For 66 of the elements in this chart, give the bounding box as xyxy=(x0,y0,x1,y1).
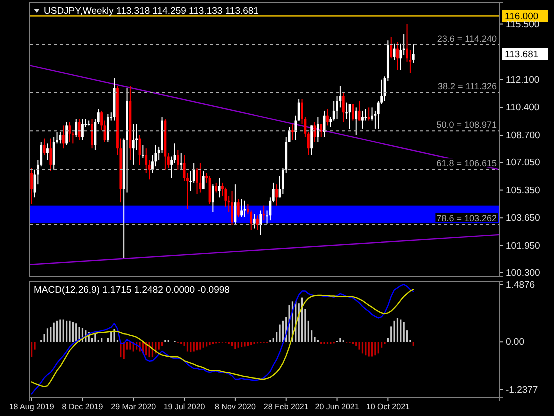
candlestick xyxy=(342,92,345,123)
candlestick xyxy=(316,117,320,143)
y-tick-label: 112.100 xyxy=(506,74,540,86)
y-tick-label: 108.700 xyxy=(506,130,540,142)
candlestick xyxy=(364,108,368,122)
candlestick xyxy=(292,124,294,141)
candlestick xyxy=(310,125,314,156)
candlestick xyxy=(50,138,52,172)
y-tick-label: 1.4876 xyxy=(506,280,536,291)
candlestick xyxy=(132,124,135,166)
candlestick xyxy=(30,168,34,205)
candlestick xyxy=(396,42,399,71)
chart-title: USDJPY,Weekly 113.318 114.259 113.133 113.681 xyxy=(44,6,259,17)
text: 113.681 xyxy=(505,50,539,61)
x-tick-label: 28 Feb 2021 xyxy=(264,402,310,412)
candlestick xyxy=(91,118,94,150)
candlestick xyxy=(260,210,262,236)
y-tick-label: 0.00 xyxy=(506,337,524,348)
candlestick xyxy=(75,118,78,138)
y-tick-label: 101.950 xyxy=(506,240,540,252)
candlestick xyxy=(390,36,393,60)
y-tick-label: 103.650 xyxy=(506,213,540,224)
chart-title: MACD(12,26,9) 1.1715 1.2482 0.0000 -0.0998 xyxy=(34,285,230,296)
candlestick xyxy=(106,114,110,143)
candlestick xyxy=(212,184,214,213)
candlestick xyxy=(180,152,183,170)
x-tick-label: 8 Dec 2019 xyxy=(62,402,104,412)
ref-line-label: 50.0 = 108.971 xyxy=(436,120,497,130)
candlestick xyxy=(82,118,84,141)
candlestick xyxy=(202,170,205,190)
candlestick xyxy=(237,198,240,218)
candlestick xyxy=(142,144,144,159)
y-tick-label: -1.2377 xyxy=(506,384,538,396)
candlestick xyxy=(362,110,364,130)
candlestick xyxy=(320,124,323,138)
candlestick xyxy=(62,125,65,150)
candlestick xyxy=(276,184,278,206)
ref-line-label: 23.6 = 114.240 xyxy=(437,34,497,44)
ref-line-label: 38.2 = 111.326 xyxy=(438,82,497,92)
candlestick xyxy=(355,107,358,136)
y-tick-label: 107.050 xyxy=(506,158,540,169)
y-tick-label: 115.500 xyxy=(506,19,540,30)
y-tick-label: 100.300 xyxy=(506,268,540,279)
candlestick xyxy=(46,143,49,161)
x-tick-label: 29 Mar 2020 xyxy=(111,402,157,412)
candlestick xyxy=(231,190,234,226)
y-tick-label: 105.350 xyxy=(506,185,540,196)
candlestick xyxy=(176,150,180,170)
x-tick-label: 10 Oct 2021 xyxy=(366,402,411,412)
x-tick-label: 20 Jun 2021 xyxy=(315,402,360,412)
candlestick xyxy=(66,122,68,146)
candlestick xyxy=(412,44,415,64)
candlestick xyxy=(368,107,370,122)
x-tick-label: 19 Jul 2020 xyxy=(164,402,206,412)
candlestick xyxy=(262,205,266,222)
candlestick xyxy=(215,182,218,194)
candlestick xyxy=(326,108,329,126)
x-tick-label: 8 Nov 2020 xyxy=(214,402,256,412)
candlestick xyxy=(240,198,244,218)
candlestick xyxy=(256,215,259,231)
ref-line-label: 78.6 = 103.262 xyxy=(436,213,497,224)
y-tick-label: 110.400 xyxy=(506,102,540,114)
candlestick xyxy=(352,104,354,122)
candlestick xyxy=(196,168,198,195)
ref-line-label: 61.8 = 106.615 xyxy=(436,158,497,169)
x-tick-label: 18 Aug 2019 xyxy=(9,402,55,412)
